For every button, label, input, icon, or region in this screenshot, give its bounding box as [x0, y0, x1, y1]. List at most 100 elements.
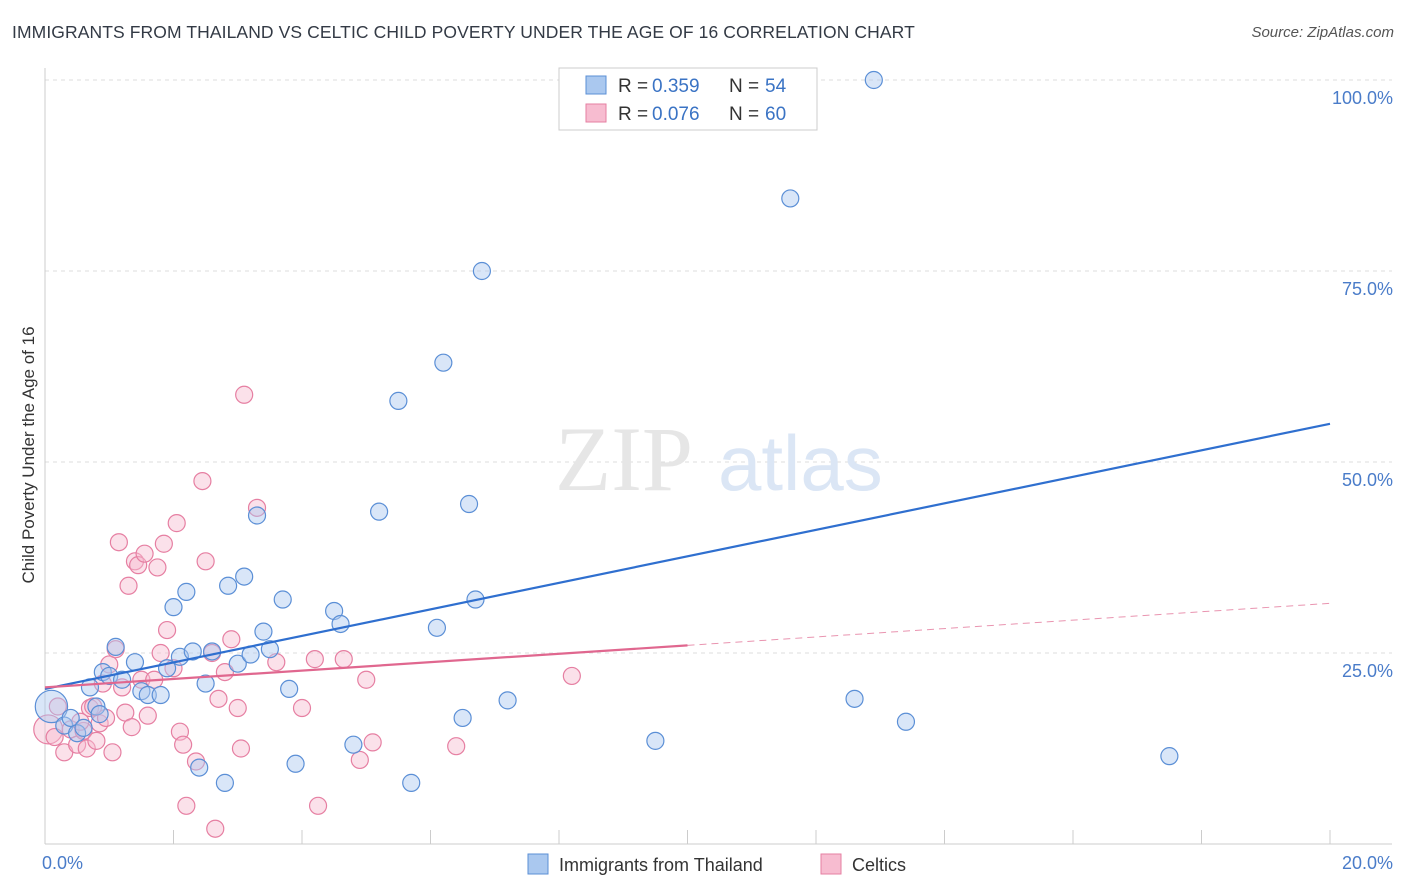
legend-r-value-thailand: 0.359 [652, 76, 700, 97]
celtic-point-36 [193, 472, 212, 491]
x-tick-label-20: 20.0% [1342, 853, 1393, 873]
thailand-point-48 [646, 731, 665, 750]
thailand-point-51 [864, 70, 883, 90]
celtic-point-53 [363, 733, 382, 752]
bottom-legend-swatch-thailand [527, 853, 549, 875]
thailand-point-15 [151, 685, 170, 705]
celtic-point-41 [222, 630, 241, 649]
legend-r-value-celtic: 0.076 [652, 104, 700, 125]
celtic-point-25 [138, 706, 157, 725]
legend-swatch-celtic [585, 103, 607, 123]
celtic-point-37 [196, 552, 215, 571]
thailand-point-0 [34, 689, 69, 724]
thailand-point-44 [459, 494, 479, 514]
thailand-point-4 [74, 718, 93, 737]
legend-r-label-2: R = [618, 104, 648, 125]
y-tick-label-50: 50.0% [1342, 470, 1393, 490]
thailand-point-50 [845, 689, 864, 708]
celtic-point-55 [562, 666, 581, 686]
x-tick-label-0: 0.0% [42, 853, 83, 873]
legend-swatch-thailand [585, 75, 607, 95]
celtic-point-22 [129, 556, 148, 575]
y-tick-label-75: 75.0% [1342, 279, 1393, 299]
celtic-point-57 [157, 620, 177, 640]
axes [44, 68, 1392, 845]
celtic-point-24 [135, 544, 154, 563]
watermark-zip: ZIP [555, 408, 693, 510]
thailand-point-53 [1160, 747, 1179, 766]
bottom-legend-label-thailand: Immigrants from Thailand [559, 855, 763, 875]
thailand-point-2 [61, 708, 80, 728]
thailand-point-38 [370, 502, 389, 521]
celtic-point-10 [87, 731, 106, 750]
thailand-point-26 [228, 654, 247, 673]
celtic-point-19 [119, 576, 138, 595]
thailand-point-19 [177, 582, 196, 601]
celtic-point-28 [151, 643, 170, 663]
thailand-point-23 [202, 642, 222, 661]
thailand-point-17 [164, 598, 183, 617]
thailand-point-25 [219, 576, 238, 595]
celtic-point-31 [167, 514, 186, 533]
x-tick-labels: 0.0% 20.0% [42, 853, 1393, 873]
celtic-point-54 [447, 737, 466, 756]
legend-r-label-1: R = [618, 76, 648, 97]
thailand-point-32 [273, 590, 292, 609]
thailand-point-24 [215, 773, 234, 792]
thailand-point-22 [196, 674, 215, 693]
thailand-point-27 [235, 567, 254, 586]
celtic-point-43 [231, 739, 251, 758]
celtics-points [33, 385, 581, 838]
celtic-point-45 [247, 498, 267, 517]
chart-title: IMMIGRANTS FROM THAILAND VS CELTIC CHILD… [12, 22, 915, 42]
top-legend: R = 0.359 N = 54 R = 0.076 N = 60 [558, 67, 818, 131]
thailand-point-7 [90, 705, 109, 724]
thailand-point-11 [112, 670, 132, 689]
thailand-point-20 [183, 642, 202, 661]
watermark: ZIP atlas [555, 408, 883, 510]
celtic-point-16 [109, 533, 128, 552]
legend-n-value-thailand: 54 [765, 76, 787, 97]
y-axis-label: Child Poverty Under the Age of 16 [19, 326, 38, 583]
thailand-point-47 [498, 691, 517, 710]
thailand-point-30 [254, 622, 273, 641]
thailand-point-49 [781, 189, 800, 208]
celtic-point-50 [334, 650, 353, 669]
celtic-point-51 [350, 750, 369, 770]
legend-n-value-celtic: 60 [765, 104, 786, 125]
celtic-point-34 [177, 796, 196, 815]
thailand-point-39 [389, 391, 408, 410]
thailand-point-41 [427, 618, 447, 637]
celtic-point-49 [308, 796, 328, 815]
thailand-point-31 [260, 640, 279, 659]
thailand-point-34 [286, 754, 305, 773]
celtic-trend-solid [44, 644, 688, 689]
celtic-point-56 [103, 743, 122, 762]
thailand-point-14 [138, 685, 157, 705]
celtic-point-20 [122, 718, 141, 737]
celtic-point-48 [305, 650, 324, 669]
bottom-legend-label-celtic: Celtics [852, 855, 906, 875]
thailand-point-52 [896, 712, 916, 731]
watermark-atlas: atlas [718, 419, 883, 507]
thailand-point-10 [106, 637, 125, 656]
trend-lines [44, 422, 1331, 690]
bottom-legend: Immigrants from Thailand Celtics [527, 853, 906, 875]
thailand-point-29 [247, 506, 267, 525]
celtic-point-42 [228, 698, 247, 718]
legend-n-label-2: N = [729, 104, 759, 125]
celtic-point-47 [292, 698, 312, 718]
celtic-point-27 [148, 558, 167, 577]
celtic-point-2 [48, 697, 67, 716]
source-credit: Source: ZipAtlas.com [1251, 24, 1394, 41]
gridlines [45, 79, 1392, 654]
celtic-point-29 [154, 534, 173, 553]
y-tick-labels: 25.0% 50.0% 75.0% 100.0% [1332, 88, 1393, 681]
thailand-trend-solid [44, 422, 1331, 690]
bottom-legend-swatch-celtic [820, 853, 842, 875]
thailand-point-42 [434, 353, 453, 372]
thailand-point-43 [453, 708, 472, 728]
thailand-point-46 [472, 261, 491, 281]
celtic-point-39 [206, 819, 225, 838]
